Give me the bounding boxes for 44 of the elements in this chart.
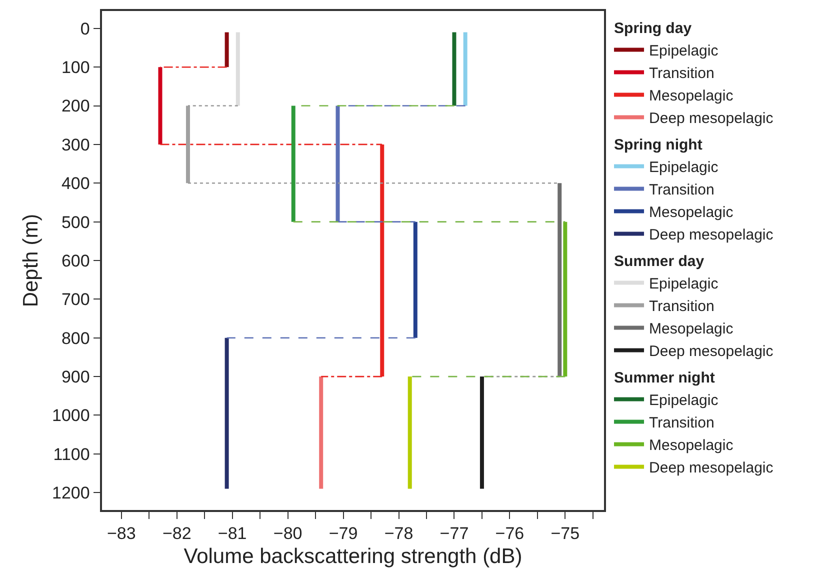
x-tick-label: −80: [273, 524, 302, 544]
y-tick-label: 500: [61, 212, 90, 232]
y-tick-label: 200: [61, 96, 90, 116]
y-tick-label: 1200: [52, 484, 90, 503]
legend-label: Transition: [649, 182, 714, 199]
x-tick-label: −82: [162, 524, 192, 544]
y-tick-label: 300: [61, 135, 90, 154]
legend-label: Deep mesopelagic: [649, 460, 774, 477]
legend-label: Transition: [649, 65, 714, 82]
legend-label: Epipelagic: [649, 42, 719, 60]
x-tick-label: −78: [384, 524, 414, 544]
y-tick-label: 1100: [53, 444, 90, 464]
y-tick-label: 700: [61, 290, 90, 310]
x-axis-title: Volume backscattering strength (dB): [184, 544, 522, 568]
y-tick-label: 1000: [52, 406, 90, 426]
y-tick-label: 900: [61, 368, 90, 386]
legend-label: Deep mesopelagic: [649, 226, 774, 244]
legend-label: Epipelagic: [649, 276, 719, 293]
legend-label: Epipelagic: [649, 392, 719, 410]
y-tick-label: 0: [80, 19, 90, 38]
x-tick-label: −77: [440, 524, 469, 544]
x-tick-label: −83: [106, 524, 136, 544]
legend-label: Transition: [649, 298, 714, 316]
legend-label: Mesopelagic: [649, 320, 734, 338]
x-tick-label: −75: [550, 524, 580, 544]
x-tick-label: −81: [218, 524, 247, 544]
text: Spring night: [614, 136, 702, 154]
text: Summer night: [614, 370, 715, 387]
y-tick-label: 800: [61, 328, 90, 348]
text: Spring day: [614, 20, 692, 38]
y-tick-label: 400: [61, 174, 90, 194]
legend-label: Deep mesopelagic: [649, 110, 774, 128]
y-axis-title: Depth (m): [20, 214, 43, 308]
legend-label: Deep mesopelagic: [649, 343, 774, 360]
text: Summer day: [614, 253, 704, 270]
legend-label: Transition: [649, 414, 714, 432]
x-tick-label: −79: [328, 524, 358, 544]
y-tick-label: 100: [61, 58, 90, 78]
legend-label: Mesopelagic: [649, 88, 734, 105]
y-tick-label: 600: [61, 251, 90, 270]
x-tick-label: −76: [495, 524, 524, 544]
legend-label: Epipelagic: [649, 159, 719, 176]
legend-label: Mesopelagic: [649, 204, 734, 222]
legend-label: Mesopelagic: [649, 437, 734, 454]
